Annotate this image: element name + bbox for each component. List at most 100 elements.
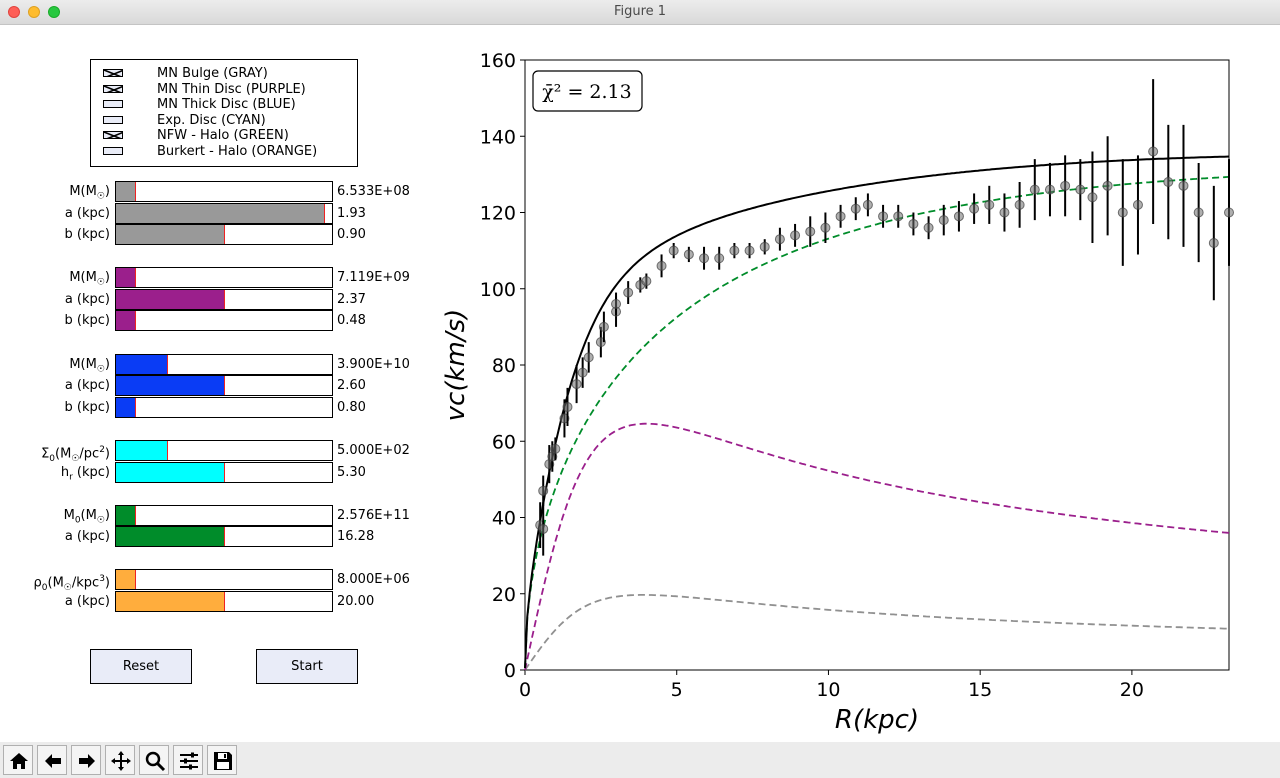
data-point xyxy=(790,230,801,241)
slider-fill xyxy=(116,463,224,482)
slider-thick-a[interactable] xyxy=(115,375,333,396)
slider-label-thin-b: b (kpc) xyxy=(64,313,110,328)
x-tick-label: 0 xyxy=(519,679,531,701)
back-button[interactable] xyxy=(37,745,67,775)
data-point xyxy=(1193,207,1204,218)
slider-nfw-a[interactable] xyxy=(115,526,333,547)
save-button[interactable] xyxy=(207,745,237,775)
slider-value-thin-a: 2.37 xyxy=(337,292,366,307)
observed-points xyxy=(535,79,1234,556)
slider-fill xyxy=(116,268,135,287)
checkbox-row-nfw-halo[interactable]: NFW - Halo (GREEN) xyxy=(91,128,359,143)
pan-button[interactable] xyxy=(105,745,135,775)
forward-button[interactable] xyxy=(71,745,101,775)
slider-nfw-mass[interactable] xyxy=(115,505,333,526)
slider-label-exp-sigma: Σ0(M☉/pc2) xyxy=(41,445,110,464)
slider-fill xyxy=(116,570,135,589)
y-tick-label: 80 xyxy=(492,355,516,377)
checkbox-row-thin-disc[interactable]: MN Thin Disc (PURPLE) xyxy=(91,82,359,97)
slider-thin-a[interactable] xyxy=(115,289,333,310)
slider-value-marker xyxy=(135,398,136,417)
slider-bulge-mass[interactable] xyxy=(115,181,333,202)
slider-value-marker xyxy=(224,527,225,546)
slider-label-bulge-b: b (kpc) xyxy=(64,227,110,242)
plot-area xyxy=(524,59,1230,671)
slider-thick-mass[interactable] xyxy=(115,354,333,375)
y-tick-label: 140 xyxy=(480,126,516,148)
y-tick-label: 0 xyxy=(504,660,516,682)
data-point xyxy=(774,234,785,245)
save-icon xyxy=(214,752,232,770)
zoom-button[interactable] xyxy=(139,745,169,775)
slider-thin-mass[interactable] xyxy=(115,267,333,288)
data-point xyxy=(538,485,549,496)
slider-thick-b[interactable] xyxy=(115,397,333,418)
slider-value-bulge-b: 0.90 xyxy=(337,227,366,242)
slider-value-nfw-a: 16.28 xyxy=(337,529,375,544)
data-point xyxy=(744,245,755,256)
forward-icon xyxy=(79,754,95,768)
slider-burkert-rho[interactable] xyxy=(115,569,333,590)
slider-thin-b[interactable] xyxy=(115,310,333,331)
checkbox-exp-disc[interactable] xyxy=(103,116,123,124)
checkbox-nfw-halo[interactable] xyxy=(103,131,123,139)
window-title: Figure 1 xyxy=(613,4,667,19)
x-tick-label: 15 xyxy=(968,679,992,701)
slider-value-marker xyxy=(167,441,168,460)
data-point xyxy=(1087,192,1098,203)
data-point xyxy=(611,299,622,309)
data-point xyxy=(862,199,873,210)
minimize-window-button[interactable] xyxy=(28,6,40,18)
home-button[interactable] xyxy=(3,745,33,775)
navigation-toolbar xyxy=(0,742,1280,778)
close-window-button[interactable] xyxy=(8,6,20,18)
checkbox-row-burkert-halo[interactable]: Burkert - Halo (ORANGE) xyxy=(91,144,359,159)
checkbox-row-bulge[interactable]: MN Bulge (GRAY) xyxy=(91,66,359,81)
axis-ticks: 0 5 10 15 20 0 20 40 60 80 100 120 140 160 xyxy=(480,50,1144,701)
data-point xyxy=(1102,180,1113,191)
checkbox-thick-disc[interactable] xyxy=(103,100,123,108)
checkbox-label-nfw-halo: NFW - Halo (GREEN) xyxy=(157,128,289,143)
data-point xyxy=(908,218,919,229)
slider-burkert-a[interactable] xyxy=(115,591,333,612)
zoom-window-button[interactable] xyxy=(48,6,60,18)
checkbox-label-thick-disc: MN Thick Disc (BLUE) xyxy=(157,97,296,112)
slider-value-burkert-a: 20.00 xyxy=(337,594,375,609)
data-point xyxy=(1117,207,1128,218)
slider-value-marker xyxy=(135,182,136,201)
rotation-curve-chart: 0 5 10 15 20 0 20 40 60 80 100 120 140 160 χ̄² = 2.13… xyxy=(441,50,1234,735)
reset-button[interactable]: Reset xyxy=(90,649,192,684)
slider-bulge-a[interactable] xyxy=(115,203,333,224)
checkbox-bulge[interactable] xyxy=(103,69,123,77)
data-point xyxy=(550,443,561,454)
x-tick-label: 20 xyxy=(1120,679,1144,701)
data-point xyxy=(923,222,934,233)
start-button[interactable]: Start xyxy=(256,649,358,684)
slider-value-thick-a: 2.60 xyxy=(337,378,366,393)
data-point xyxy=(850,203,861,214)
slider-fill xyxy=(116,355,167,374)
data-point xyxy=(538,523,549,534)
data-point xyxy=(820,222,831,233)
slider-value-thick-mass: 3.900E+10 xyxy=(337,357,410,372)
checkbox-thin-disc[interactable] xyxy=(103,85,123,93)
slider-label-bulge-a: a (kpc) xyxy=(64,206,110,221)
checkbox-row-thick-disc[interactable]: MN Thick Disc (BLUE) xyxy=(91,97,359,112)
configure-icon xyxy=(180,752,198,770)
slider-exp-h[interactable] xyxy=(115,462,333,483)
slider-bulge-b[interactable] xyxy=(115,224,333,245)
data-point xyxy=(1044,184,1055,195)
slider-label-exp-h: hr (kpc) xyxy=(60,465,110,483)
slider-exp-sigma[interactable] xyxy=(115,440,333,461)
configure-subplots-button[interactable] xyxy=(173,745,203,775)
data-point xyxy=(699,253,710,264)
data-point xyxy=(1060,180,1071,191)
checkbox-row-exp-disc[interactable]: Exp. Disc (CYAN) xyxy=(91,113,359,128)
checkbox-burkert-halo[interactable] xyxy=(103,147,123,155)
slider-label-bulge-mass: M(M☉) xyxy=(69,184,110,202)
slider-value-marker xyxy=(167,355,168,374)
slider-fill xyxy=(116,182,135,201)
slider-label-thick-mass: M(M☉) xyxy=(69,357,110,375)
y-tick-label: 160 xyxy=(480,50,516,72)
data-point xyxy=(656,260,667,271)
